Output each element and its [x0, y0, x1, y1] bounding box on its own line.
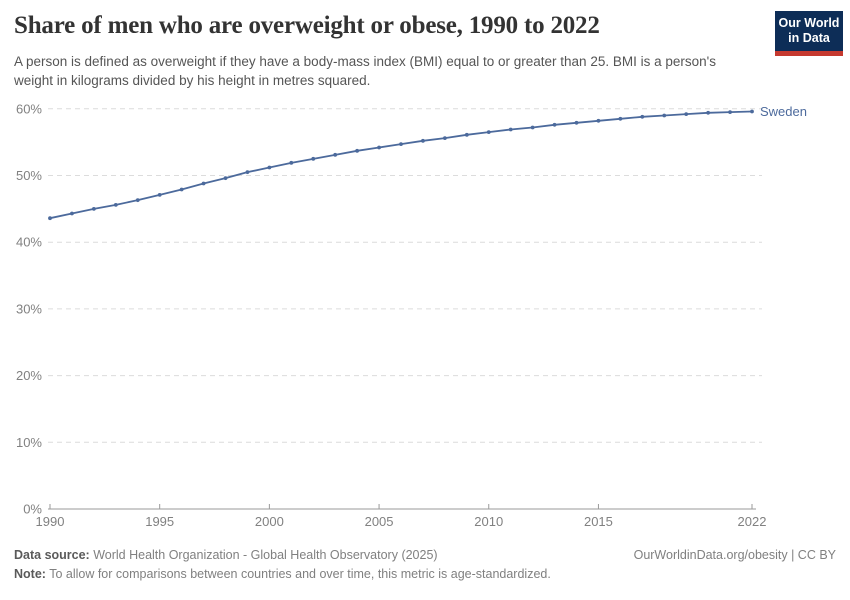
- data-point[interactable]: [70, 211, 74, 216]
- data-point[interactable]: [684, 112, 689, 117]
- data-point[interactable]: [596, 118, 601, 123]
- series-label-sweden[interactable]: Sweden: [760, 104, 807, 119]
- data-point[interactable]: [464, 132, 469, 137]
- y-axis-label: 40%: [16, 235, 42, 250]
- data-point[interactable]: [574, 120, 579, 125]
- logo-line-1: Our World: [778, 15, 840, 30]
- data-point[interactable]: [706, 110, 711, 115]
- data-source-text: World Health Organization - Global Healt…: [89, 548, 438, 562]
- data-point[interactable]: [421, 138, 425, 143]
- data-point[interactable]: [508, 127, 513, 132]
- data-point[interactable]: [377, 145, 381, 150]
- note-label: Note:: [14, 567, 46, 581]
- series-line: [49, 110, 753, 220]
- data-point[interactable]: [618, 116, 623, 121]
- x-axis-label: 2015: [584, 514, 613, 529]
- data-point[interactable]: [552, 122, 557, 127]
- data-point[interactable]: [530, 125, 535, 130]
- line-chart[interactable]: 10% 20% 30% 40% 50% 60% 0%1990 1995 2000 2005 2010…: [0, 95, 850, 545]
- y-axis-label: 0%: [23, 502, 42, 517]
- data-point[interactable]: [48, 216, 52, 221]
- data-point[interactable]: [662, 113, 667, 118]
- data-point[interactable]: [311, 156, 316, 161]
- data-point[interactable]: [91, 206, 96, 211]
- data-point[interactable]: [640, 114, 645, 119]
- owid-logo[interactable]: Our World in Data: [775, 11, 843, 56]
- data-source-label: Data source:: [14, 548, 90, 562]
- data-point[interactable]: [399, 142, 403, 147]
- y-axis-label: 20%: [16, 368, 42, 383]
- y-axis-label: 10%: [16, 435, 42, 450]
- data-point[interactable]: [135, 198, 140, 203]
- x-axis-label: 1990: [36, 514, 65, 529]
- data-point[interactable]: [201, 181, 206, 186]
- data-point[interactable]: [113, 202, 118, 207]
- data-point[interactable]: [179, 187, 184, 192]
- data-point[interactable]: [355, 148, 360, 153]
- x-axis-label: 2005: [365, 514, 394, 529]
- x-axis-label: 1995: [145, 514, 174, 529]
- data-point[interactable]: [728, 110, 732, 115]
- attribution-link[interactable]: OurWorldinData.org/obesity | CC BY: [633, 548, 836, 562]
- y-axis-label: 30%: [16, 301, 42, 316]
- data-point[interactable]: [442, 136, 447, 141]
- x-axis-label: 2000: [255, 514, 284, 529]
- data-point[interactable]: [245, 170, 250, 175]
- chart-subtitle: A person is defined as overweight if the…: [14, 54, 716, 89]
- data-source: Data source: World Health Organization -…: [14, 548, 438, 562]
- logo-line-2: in Data: [788, 31, 830, 45]
- data-point[interactable]: [750, 109, 754, 114]
- chart-footer: Data source: World Health Organization -…: [14, 548, 836, 581]
- data-point[interactable]: [486, 130, 491, 135]
- note-text: To allow for comparisons between countri…: [45, 567, 551, 581]
- data-point[interactable]: [223, 176, 228, 181]
- chart-note: Note: To allow for comparisons between c…: [14, 567, 836, 581]
- y-axis-label: 60%: [16, 101, 42, 116]
- data-point[interactable]: [333, 152, 338, 157]
- data-point[interactable]: [289, 160, 294, 165]
- y-axis-label: 50%: [16, 168, 42, 183]
- x-axis-label: 2010: [474, 514, 503, 529]
- data-point[interactable]: [267, 165, 272, 170]
- data-point[interactable]: [157, 192, 162, 197]
- x-axis-label: 2022: [738, 514, 767, 529]
- page-title: Share of men who are overweight or obese…: [14, 12, 600, 39]
